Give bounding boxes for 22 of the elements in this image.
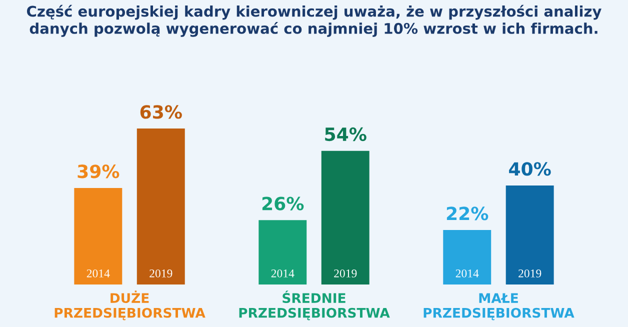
data-label: 39%	[78, 164, 120, 178]
bar	[443, 230, 492, 284]
bar	[74, 188, 122, 284]
text: 2019	[334, 269, 357, 278]
series-label: 2014	[86, 269, 110, 278]
data-label: 22%	[446, 206, 488, 220]
bar	[321, 150, 370, 284]
text: 2019	[518, 269, 542, 278]
series-label: 2019	[150, 269, 172, 278]
bar	[506, 185, 554, 284]
text: 2014	[271, 269, 294, 278]
data-label: 63%	[140, 105, 182, 119]
data-label: 40%	[509, 162, 551, 176]
x-tick-label: MAŁE PRZEDSIĘBIORSTWA	[424, 293, 574, 320]
data-label: 26%	[262, 196, 304, 210]
x-tick-label: DUŻE PRZEDSIĘBIORSTWA	[54, 290, 206, 320]
bar	[136, 128, 185, 284]
bar	[258, 220, 307, 284]
data-label: 54%	[325, 127, 366, 142]
text: 2014	[456, 269, 479, 278]
x-tick-label: ŚREDNIE PRZEDSIĘBIORSTWA	[239, 290, 390, 320]
chart-title: Część europejskiej kadry kierowniczej uważa, że w przyszłości analizy danych pozwolą wygenerować co najmniej 10% wzrost w ich firmach.	[26, 4, 602, 37]
